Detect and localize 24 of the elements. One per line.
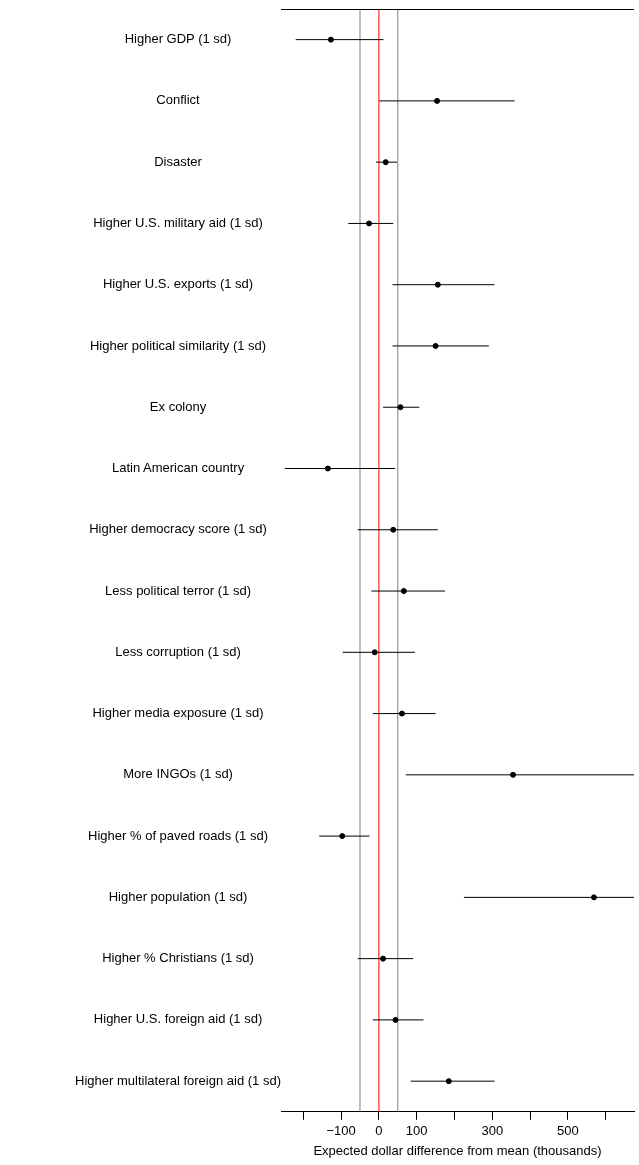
- y-tick-label: Higher U.S. military aid (1 sd): [93, 215, 263, 231]
- y-tick-label: Higher U.S. exports (1 sd): [102, 276, 254, 292]
- y-tick-label: Higher multilateral foreign aid (1 sd): [75, 1072, 282, 1088]
- y-tick-label: Conflict: [156, 92, 201, 108]
- y-tick-label: More INGOs (1 sd): [123, 766, 233, 782]
- y-tick-label: Higher democracy score (1 sd): [89, 521, 267, 537]
- x-tick-label: 500: [557, 1123, 579, 1139]
- y-tick-label: Higher political similarity (1 sd): [89, 337, 267, 353]
- y-tick-label: Higher population (1 sd): [108, 888, 248, 904]
- y-tick-label: Less corruption (1 sd): [115, 643, 241, 659]
- y-tick-label: Ex colony: [149, 398, 207, 414]
- x-tick-label: −100: [326, 1123, 356, 1139]
- x-tick-label: 300: [481, 1123, 504, 1139]
- y-tick-label: Higher media exposure (1 sd): [92, 705, 264, 721]
- y-tick-label: Higher % Christians (1 sd): [102, 950, 254, 966]
- y-tick-label: Less political terror (1 sd): [105, 582, 252, 598]
- y-tick-label: Higher % of paved roads (1 sd): [88, 827, 269, 843]
- x-tick-label: 100: [405, 1123, 428, 1139]
- x-axis-title: Expected dollar difference from mean (thousands): [313, 1142, 602, 1158]
- y-tick-label: Latin American country: [111, 460, 245, 476]
- y-tick-label: Higher U.S. foreign aid (1 sd): [93, 1011, 263, 1027]
- y-tick-label: Higher GDP (1 sd): [124, 31, 232, 47]
- x-tick-label: 0: [375, 1123, 383, 1139]
- y-tick-label: Disaster: [154, 153, 203, 169]
